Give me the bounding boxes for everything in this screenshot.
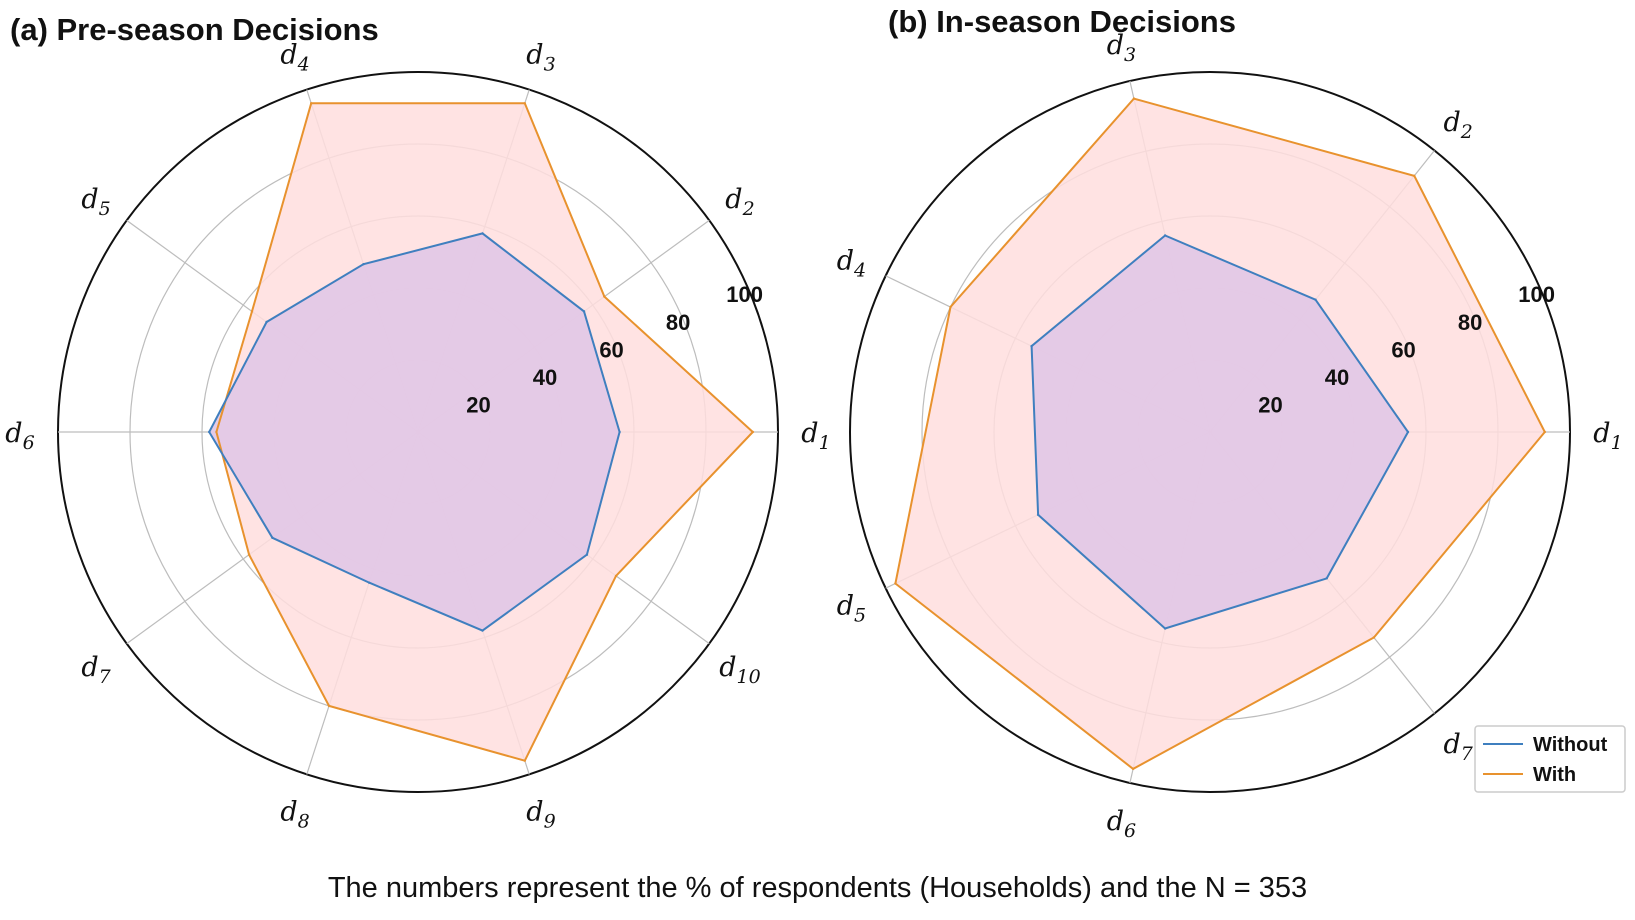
point-with <box>327 704 331 708</box>
point-without <box>271 536 274 540</box>
point-with <box>1543 430 1547 434</box>
axis-label: d2 <box>1443 107 1472 143</box>
legend-label-without: Without <box>1533 734 1608 756</box>
axis-label: d10 <box>719 652 760 688</box>
r-tick-label: 40 <box>533 365 557 390</box>
point-with <box>894 582 897 585</box>
point-without <box>1163 234 1167 237</box>
point-with <box>949 305 952 309</box>
point-without <box>1406 430 1410 434</box>
panel-pre-season: (a) Pre-season Decisions 20 40 60 80 100 d1 d2 d… <box>5 12 830 833</box>
point-without <box>1314 298 1317 301</box>
series-without-area <box>1031 235 1408 629</box>
point-without <box>582 310 586 313</box>
panel-title: (a) Pre-season Decisions <box>10 12 379 47</box>
point-without <box>481 629 484 632</box>
point-with <box>247 553 251 556</box>
point-with <box>523 759 526 762</box>
point-without <box>585 553 589 556</box>
axis-label: d8 <box>280 797 309 833</box>
r-tick-label: 60 <box>1391 337 1415 362</box>
point-without <box>1030 344 1033 348</box>
series-with-line <box>894 97 1546 771</box>
point-with <box>215 430 218 434</box>
axis-label: d3 <box>1107 30 1136 66</box>
r-tick-label: 60 <box>599 337 623 362</box>
point-without <box>265 320 268 324</box>
axis-label: d3 <box>526 39 555 75</box>
point-with <box>614 574 618 578</box>
point-without <box>1163 627 1167 630</box>
r-tick-label: 100 <box>1518 282 1555 307</box>
legend-box <box>1474 725 1626 793</box>
series-without-line <box>1030 234 1410 630</box>
axis-label: d5 <box>81 184 110 220</box>
axis-label: d7 <box>1443 729 1473 765</box>
panel-in-season: (b) In-season Decisions 20 40 60 80 100 d1 d2 d3… <box>837 4 1623 842</box>
axis-label: d9 <box>526 797 555 833</box>
legend: Without With <box>1474 725 1626 793</box>
point-without <box>362 263 365 266</box>
axis-label: d4 <box>280 39 309 75</box>
point-with <box>1131 767 1135 771</box>
legend-label-with: With <box>1533 764 1576 786</box>
point-with <box>603 295 606 298</box>
axis-label: d2 <box>725 184 754 220</box>
axis-label: d6 <box>1107 806 1136 842</box>
point-with <box>310 102 313 105</box>
axis-label: d4 <box>837 245 866 281</box>
axis-label: d6 <box>5 418 34 454</box>
point-without <box>618 430 621 434</box>
point-without <box>481 232 484 235</box>
r-tick-label: 80 <box>1458 310 1482 335</box>
point-with <box>1132 97 1136 100</box>
r-tick-label: 80 <box>666 310 690 335</box>
r-tick-label: 20 <box>466 392 490 417</box>
r-tick-label: 100 <box>726 282 763 307</box>
point-without <box>1325 577 1328 580</box>
axis-label: d5 <box>837 591 866 627</box>
point-without <box>367 581 371 584</box>
point-with <box>250 310 254 313</box>
point-with <box>1372 636 1376 639</box>
axis-label: d7 <box>81 652 111 688</box>
point-without <box>208 430 211 434</box>
r-tick-label: 20 <box>1258 392 1282 417</box>
r-tick-label: 40 <box>1325 365 1349 390</box>
series-without-area <box>209 233 620 631</box>
axis-label: d1 <box>801 418 830 454</box>
point-with <box>1413 174 1416 178</box>
point-with <box>751 430 754 434</box>
figure-caption: The numbers represent the % of responden… <box>327 872 1308 904</box>
axis-label: d1 <box>1593 418 1622 454</box>
point-without <box>1036 513 1040 516</box>
panel-title: (b) In-season Decisions <box>888 4 1236 39</box>
point-with <box>523 102 526 105</box>
